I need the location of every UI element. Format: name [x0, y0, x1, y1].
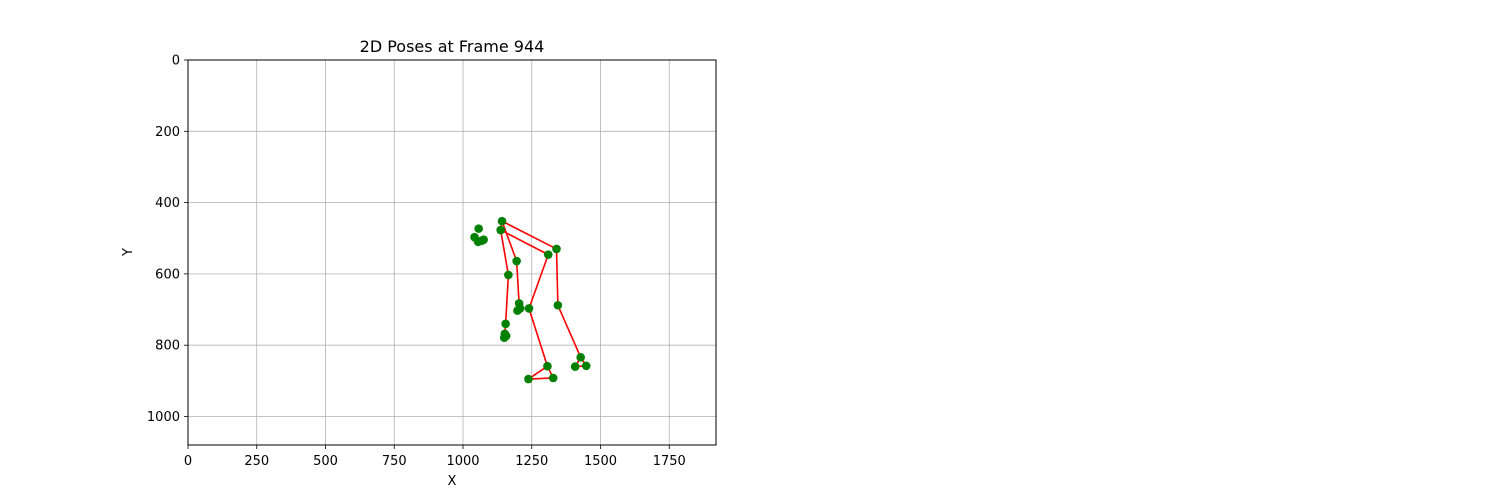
- keypoint: [501, 319, 510, 329]
- skeleton-segment: [499, 229, 550, 256]
- keypoint: [513, 306, 522, 315]
- y-tick-label: 400: [155, 196, 180, 211]
- skeleton-segment: [501, 220, 518, 262]
- x-tick-label: 1250: [515, 454, 548, 469]
- keypoints: [470, 216, 591, 384]
- grid: [187, 59, 716, 445]
- skeleton-segment: [528, 307, 549, 368]
- x-tick-label: 1750: [653, 454, 686, 469]
- keypoint: [496, 225, 505, 235]
- y-tick-label: 1000: [147, 410, 180, 425]
- y-tick-label: 0: [172, 54, 180, 69]
- keypoint: [524, 304, 534, 313]
- keypoint: [576, 353, 585, 362]
- x-tick-label: 1500: [584, 454, 617, 469]
- skeleton-segment: [515, 260, 520, 305]
- keypoint: [499, 333, 509, 342]
- x-tick-label: 0: [184, 454, 192, 469]
- chart-title: 2D Poses at Frame 944: [360, 37, 545, 56]
- keypoint: [543, 250, 553, 259]
- y-tick-label: 800: [155, 339, 180, 354]
- skeleton-segment: [504, 274, 510, 325]
- keypoint: [570, 362, 580, 371]
- keypoint: [552, 244, 561, 254]
- keypoint: [477, 236, 487, 246]
- keypoint: [581, 361, 591, 371]
- skeleton-segment: [501, 220, 558, 250]
- x-tick-label: 750: [382, 454, 407, 469]
- ticks: 0 250 500 750 1000 1250 1500 1750 0 200 400 600 800 1…: [147, 54, 686, 470]
- x-tick-label: 500: [313, 454, 338, 469]
- keypoint: [524, 374, 533, 384]
- skeleton-segment: [555, 248, 559, 307]
- y-tick-label: 600: [155, 267, 180, 282]
- keypoint: [543, 361, 552, 371]
- skeleton-segment: [499, 229, 510, 276]
- skeleton-lines: [499, 220, 588, 380]
- y-axis-label: Y: [121, 248, 136, 257]
- skeleton-segment: [528, 253, 550, 310]
- keypoint: [504, 270, 513, 280]
- x-tick-label: 250: [244, 454, 269, 469]
- keypoint: [474, 224, 483, 233]
- y-tick-label: 200: [155, 125, 180, 140]
- keypoint: [548, 373, 558, 383]
- plot-frame: [187, 59, 717, 446]
- x-axis-label: X: [448, 474, 457, 489]
- keypoint: [553, 300, 563, 310]
- keypoint: [512, 256, 521, 266]
- keypoint: [497, 216, 507, 226]
- x-tick-label: 1000: [446, 454, 479, 469]
- skeleton-segment: [557, 304, 582, 359]
